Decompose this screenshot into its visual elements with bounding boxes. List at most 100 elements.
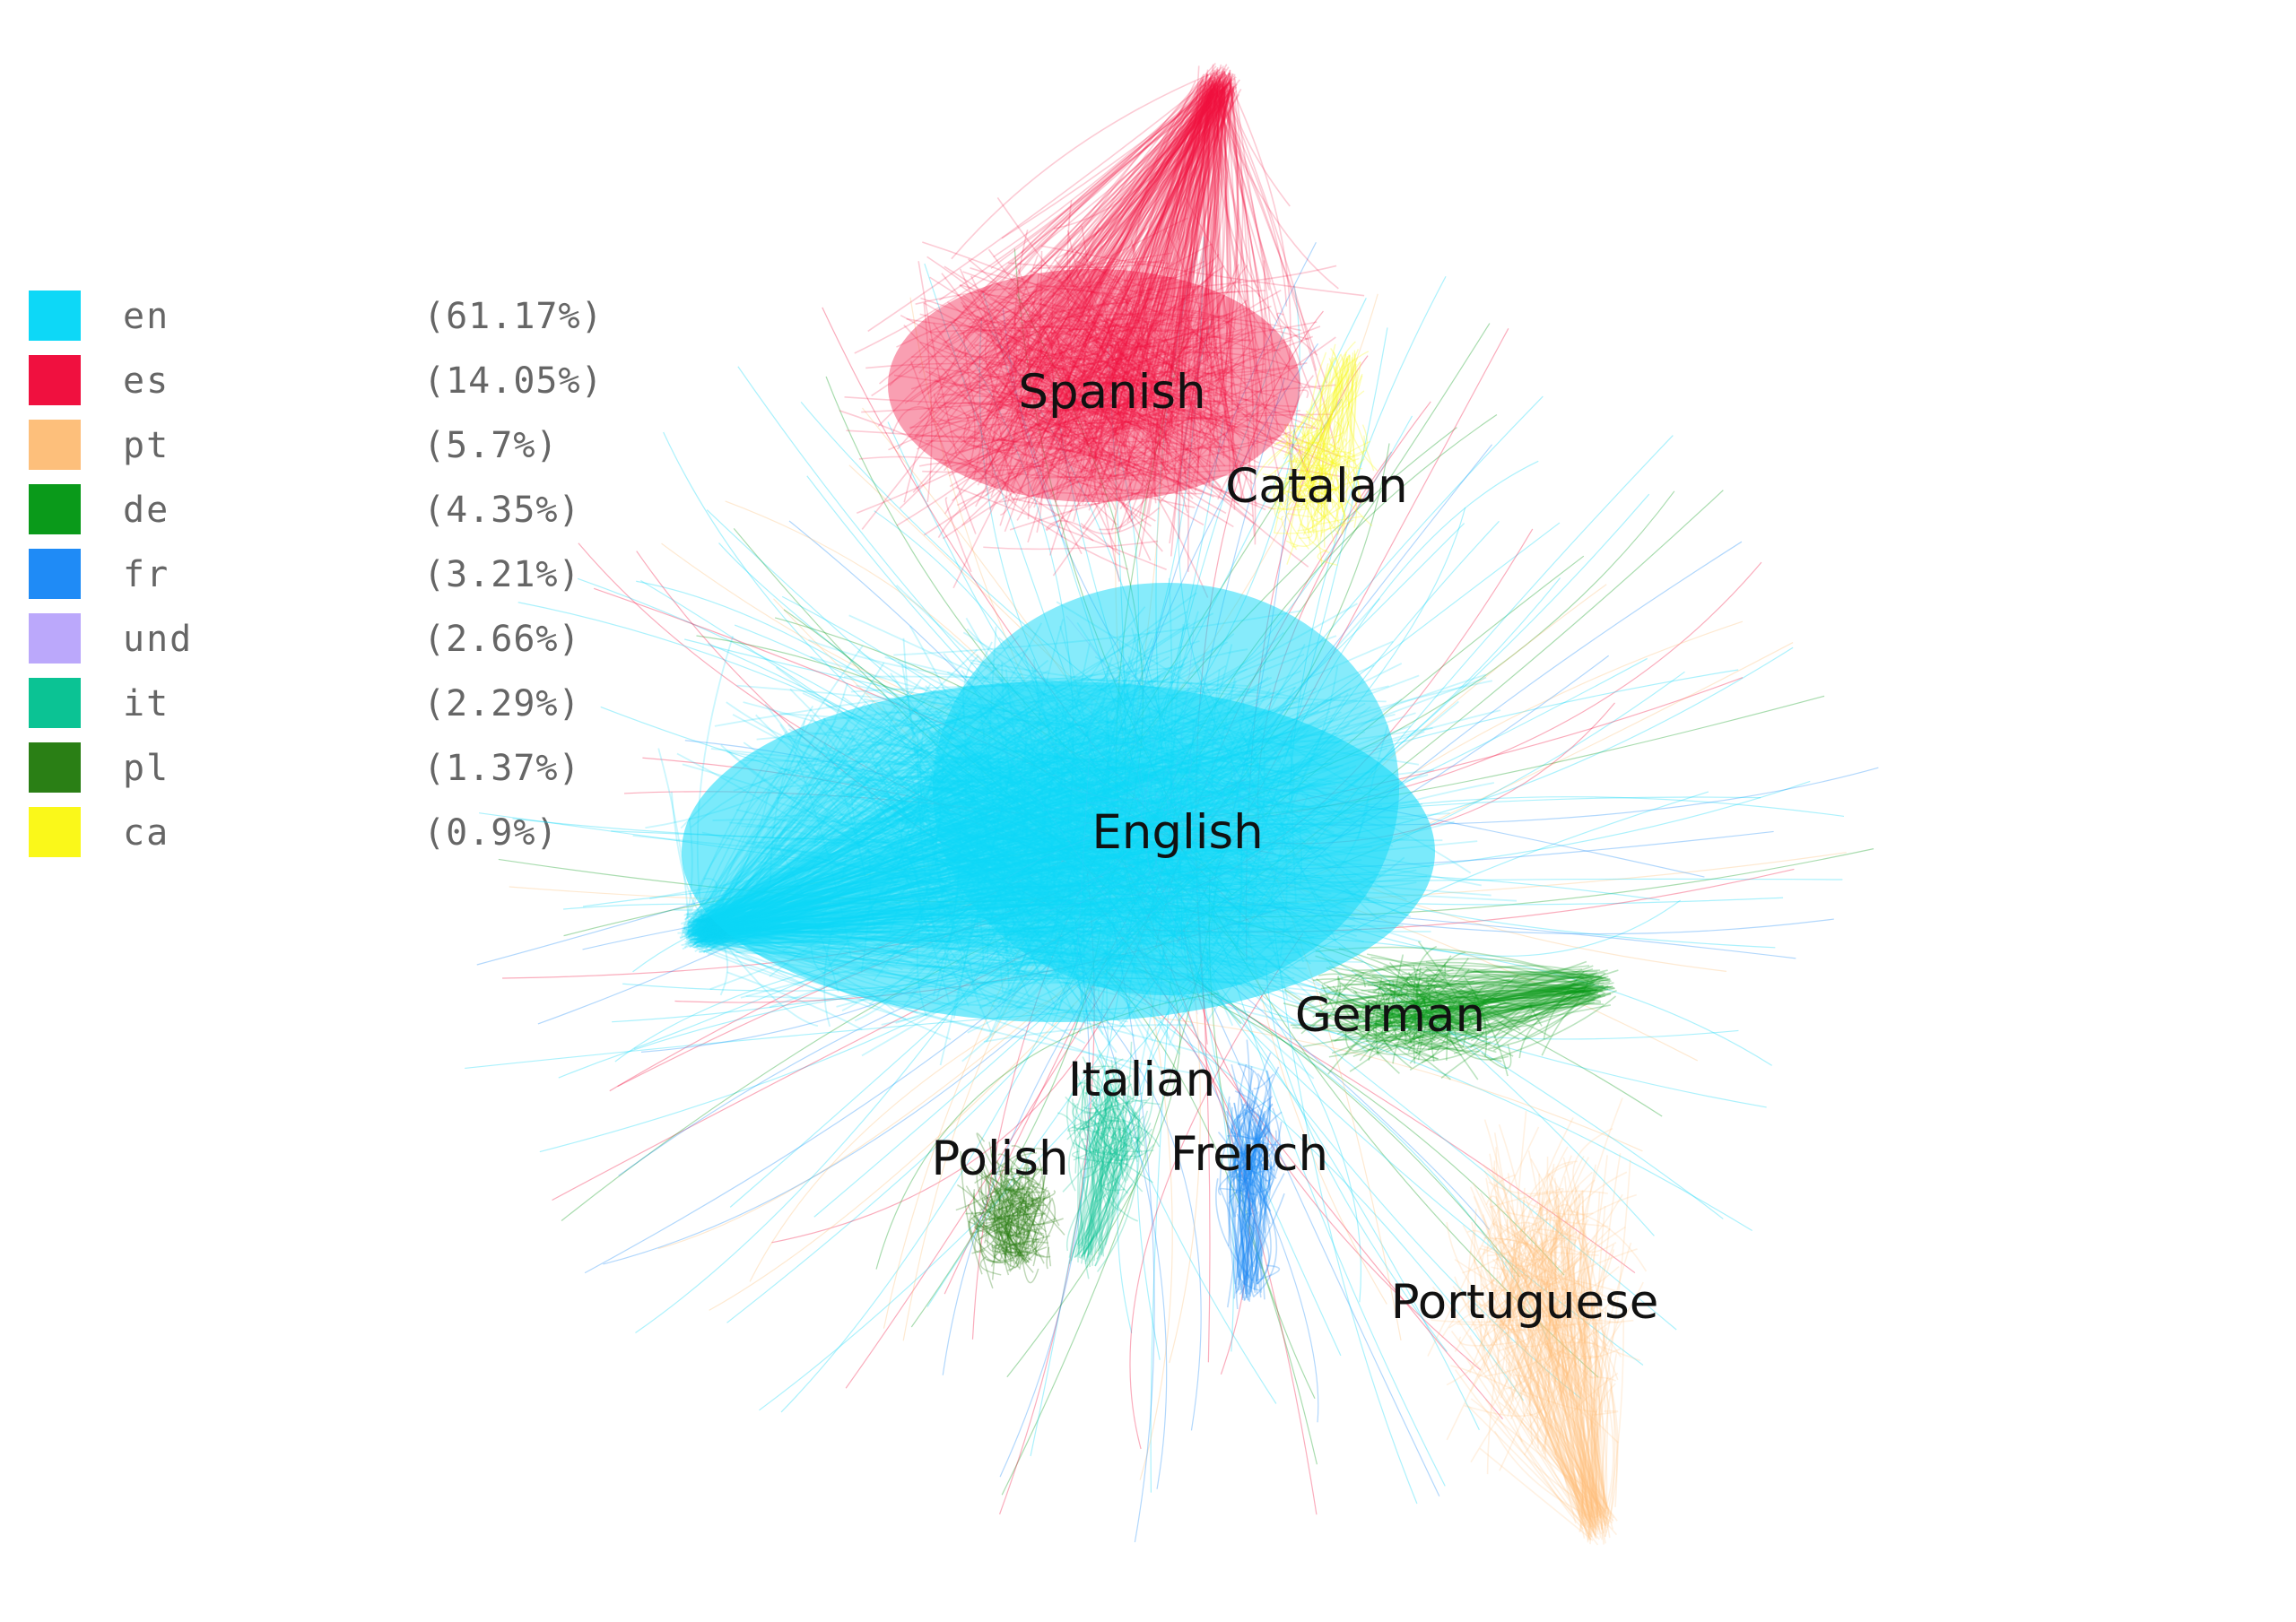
network-edge [1215, 91, 1227, 395]
network-edge [1036, 1201, 1060, 1227]
network-edge [990, 331, 1094, 412]
network-edge [1405, 1002, 1458, 1016]
network-edge [1046, 308, 1166, 415]
network-edge [971, 324, 1119, 379]
network-edge [1093, 492, 1117, 510]
network-edge [1189, 407, 1248, 429]
network-edge [1106, 310, 1131, 344]
network-edge [861, 394, 1073, 413]
network-edge [1056, 436, 1233, 503]
network-edge [981, 1199, 1011, 1271]
network-edge [973, 1193, 994, 1289]
network-edge [1479, 1247, 1548, 1288]
network-edge [1312, 976, 1340, 1019]
network-edge [1102, 332, 1194, 431]
network-edge [1328, 1004, 1612, 1058]
network-edge [974, 1167, 1048, 1184]
network-edge [1108, 1139, 1128, 1159]
network-edge [979, 1175, 1008, 1211]
network-edge [1517, 1294, 1607, 1513]
network-edge [986, 77, 1205, 414]
network-edge [985, 338, 1131, 472]
network-edge [1360, 976, 1481, 993]
network-edge [1081, 423, 1157, 441]
network-edge [991, 368, 1103, 430]
network-edge [1386, 966, 1436, 999]
network-edge [1367, 984, 1486, 999]
network-edge [991, 390, 1187, 450]
network-edge [1223, 73, 1233, 405]
network-edge [1082, 345, 1114, 457]
network-edge [1245, 1156, 1252, 1295]
network-edge [1004, 71, 1226, 533]
network-edge [1541, 1000, 1590, 1056]
network-edge [965, 1185, 1031, 1234]
network-edge [1003, 81, 1207, 398]
legend-item-en: en (61.17%) [27, 289, 619, 353]
network-edge [1530, 1250, 1572, 1387]
network-edge [1330, 348, 1344, 444]
network-edge [1228, 1117, 1250, 1277]
cluster-label-italian: Italian [1068, 1053, 1215, 1107]
network-edge [1067, 436, 1170, 474]
network-edge [1527, 975, 1609, 993]
network-edge [1470, 1274, 1520, 1392]
network-edge [1300, 415, 1318, 457]
network-edge [1594, 1327, 1607, 1525]
network-edge [1031, 381, 1044, 533]
network-edge [1435, 1010, 1453, 1027]
network-edge [1119, 1111, 1137, 1167]
network-edge [1287, 460, 1318, 470]
network-edge [1018, 369, 1229, 501]
network-edge [965, 1170, 1036, 1215]
network-edge [1340, 976, 1602, 986]
network-edge [1267, 354, 1351, 466]
network-edge [1091, 1132, 1122, 1212]
network-edge [1286, 513, 1313, 518]
network-edge [1255, 428, 1324, 479]
network-edge [1305, 358, 1359, 471]
network-edge [1349, 1010, 1370, 1014]
network-edge [1016, 71, 1231, 521]
network-edge [985, 1170, 996, 1227]
network-edge [1066, 361, 1127, 428]
network-edge [1254, 1161, 1260, 1184]
network-edge [1083, 84, 1207, 344]
network-edge [1131, 79, 1233, 351]
network-edge [988, 90, 1223, 511]
network-edge [1035, 1196, 1052, 1267]
network-edge [1083, 1136, 1104, 1171]
network-edge [1178, 318, 1212, 360]
network-edge [1079, 330, 1112, 409]
network-edge [1098, 1049, 1140, 1153]
network-edge [1090, 1164, 1100, 1255]
network-edge [1031, 357, 1091, 492]
network-edge [1227, 1124, 1266, 1234]
network-edge [1273, 480, 1309, 508]
network-edge [1091, 82, 1230, 323]
network-edge [1242, 1152, 1257, 1171]
network-edge [1050, 289, 1081, 507]
network-edge [1015, 1219, 1033, 1251]
network-edge [1310, 421, 1350, 499]
network-edge [1464, 970, 1598, 974]
network-edge [1379, 1019, 1412, 1030]
network-edge [1509, 1205, 1609, 1509]
network-edge [1544, 1424, 1593, 1538]
network-edge [1067, 394, 1127, 463]
network-edge [1019, 74, 1213, 397]
network-edge [1099, 1096, 1109, 1255]
network-edge [1006, 472, 1122, 480]
network-edge [1544, 1214, 1561, 1400]
network-edge [1115, 274, 1243, 452]
network-edge [1242, 1201, 1251, 1288]
network-edge [1492, 1232, 1597, 1504]
network-edge [1027, 369, 1291, 449]
network-edge [959, 317, 1225, 332]
network-edge [1433, 985, 1480, 1040]
network-edge [1550, 1268, 1587, 1341]
network-edge [1068, 1120, 1090, 1192]
network-edge [1030, 78, 1204, 412]
network-edge [1548, 1193, 1567, 1229]
network-edge [1536, 1156, 1549, 1399]
